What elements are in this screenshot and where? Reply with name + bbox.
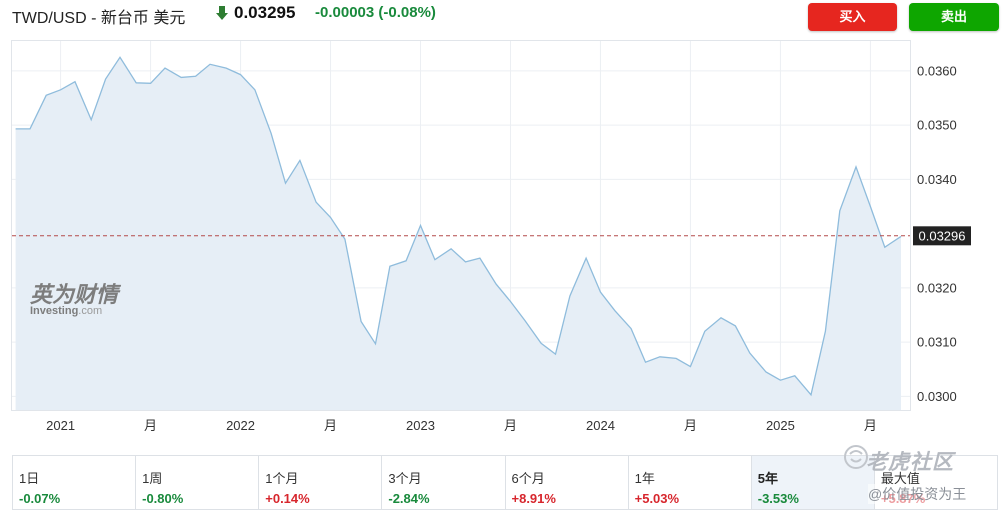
investing-logo-suffix: .com xyxy=(78,305,102,317)
x-tick-label: 月 xyxy=(324,418,337,433)
period-tab-label: 1日 xyxy=(19,471,40,486)
investing-logo: 英为财情 Investing.com xyxy=(30,283,122,317)
x-tick-label: 2022 xyxy=(226,418,255,433)
price-change: -0.00003 (-0.08%) xyxy=(315,4,436,21)
period-tabs: 1日 -0.07% 1周 -0.80% 1个月 +0.14% 3个月 -2.84% 6个月 +8.… xyxy=(12,455,998,510)
x-tick-label: 月 xyxy=(144,418,157,433)
period-tab-label: 6个月 xyxy=(511,471,545,486)
period-tab[interactable]: 3个月 -2.84% xyxy=(382,456,506,509)
current-price-tag: 0.03296 xyxy=(913,226,971,246)
y-tick-label: 0.0310 xyxy=(917,335,957,350)
arrow-down-icon xyxy=(216,6,228,20)
price-area-fill xyxy=(15,57,902,411)
period-tab[interactable]: 1周 -0.80% xyxy=(136,456,260,509)
period-tab[interactable]: 6个月 +8.91% xyxy=(506,456,629,509)
x-tick-label: 月 xyxy=(504,418,517,433)
period-tab-label: 最大值 xyxy=(880,471,920,486)
period-tab-change: +5.03% xyxy=(634,491,680,506)
plot-area-border xyxy=(11,40,911,411)
y-tick-label: 0.0300 xyxy=(917,389,957,404)
x-tick-label: 2023 xyxy=(406,418,435,433)
x-axis: 2021 月 2022 月 2023 月 2024 月 2025 月 xyxy=(46,418,877,433)
x-tick-label: 2024 xyxy=(586,418,615,433)
current-price-label: 0.03296 xyxy=(919,228,966,243)
instrument-title: TWD/USD - 新台币 美元 xyxy=(12,10,186,27)
period-tab-label: 1个月 xyxy=(265,471,299,486)
x-tick-label: 月 xyxy=(864,418,877,433)
period-tab-label: 3个月 xyxy=(388,471,422,486)
period-tab-change: +0.14% xyxy=(265,491,310,506)
author-watermark: @价值投资为王 xyxy=(868,484,967,504)
price-chart[interactable]: 0.0360 0.0350 0.0340 0.0320 0.0310 0.0300 202… xyxy=(0,0,1008,452)
period-tab-label: 1年 xyxy=(634,471,655,486)
investing-logo-en: Investing xyxy=(30,305,78,317)
period-tab-label: 1周 xyxy=(142,471,163,486)
price-series-line xyxy=(15,56,902,397)
y-tick-label: 0.0360 xyxy=(917,63,957,78)
x-tick-label: 2025 xyxy=(766,418,795,433)
tiger-logo-icon xyxy=(844,445,868,469)
y-tick-label: 0.0320 xyxy=(917,280,957,295)
site-watermark: 老虎社区 xyxy=(866,451,954,474)
sell-button[interactable]: 卖出 xyxy=(909,3,999,31)
svg-text:Investing.com: Investing.com xyxy=(30,305,102,317)
x-tick-label: 月 xyxy=(684,418,697,433)
period-tab[interactable]: 1年 +5.03% xyxy=(629,456,752,509)
period-tab-label: 5年 xyxy=(757,471,778,486)
last-price: 0.03295 xyxy=(234,3,296,22)
period-tab-change: -0.80% xyxy=(142,491,184,506)
buy-button[interactable]: 买入 xyxy=(808,3,897,31)
period-tab[interactable]: 1个月 +0.14% xyxy=(259,456,383,509)
period-tab-change: -2.84% xyxy=(388,491,430,506)
y-tick-label: 0.0340 xyxy=(917,172,957,187)
period-tab[interactable]: 1日 -0.07% xyxy=(13,456,137,509)
investing-logo-cn: 英为财情 xyxy=(30,283,122,308)
period-tab[interactable]: 5年 -3.53% xyxy=(751,456,875,509)
y-axis: 0.0360 0.0350 0.0340 0.0320 0.0310 0.0300 xyxy=(917,63,957,404)
y-tick-label: 0.0350 xyxy=(917,118,957,133)
x-tick-label: 2021 xyxy=(46,418,75,433)
period-tab-change: -3.53% xyxy=(757,491,799,506)
period-tab-change: -0.07% xyxy=(19,491,61,506)
period-tab-change: +8.91% xyxy=(511,491,556,506)
quote-header: TWD/USD - 新台币 美元 0.03295 -0.00003 (-0.08… xyxy=(0,0,1008,34)
